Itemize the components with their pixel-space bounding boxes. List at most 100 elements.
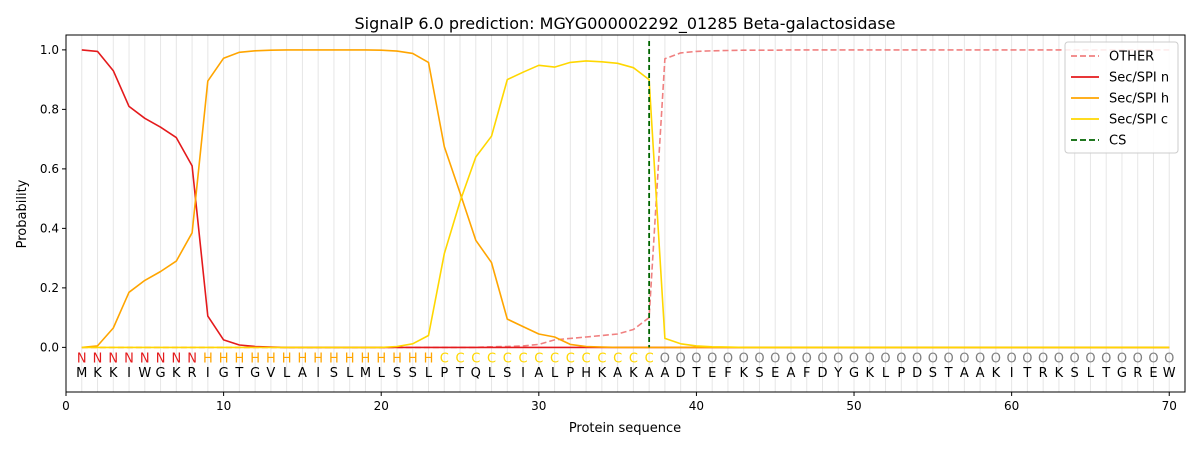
region-label: O [754,351,764,366]
region-label: H [234,351,244,366]
region-label: O [660,351,670,366]
region-label: O [912,351,922,366]
residue-label: Y [833,366,842,381]
residue-label: L [1087,366,1095,381]
residue-label: G [250,366,260,381]
region-label: O [676,351,686,366]
residue-label: E [708,366,716,381]
residue-label: H [581,366,591,381]
region-label: C [534,351,543,366]
region-label: H [282,351,292,366]
legend-label: OTHER [1109,50,1154,65]
residue-label: G [156,366,166,381]
region-label: O [1038,351,1048,366]
x-tick-label: 30 [531,399,546,413]
series-line-sec-spi-h [81,49,1170,349]
x-tick-label: 70 [1162,399,1177,413]
region-label: C [629,351,638,366]
residue-label: I [1010,366,1014,381]
y-tick-label: 0.6 [40,162,59,176]
residue-label: L [425,366,433,381]
series-line-sec-spi-c [81,60,1170,349]
region-label: H [345,351,355,366]
residue-label: Q [471,366,481,381]
region-label: O [723,351,733,366]
region-label: N [124,351,134,366]
residue-label: A [787,366,796,381]
region-label: O [739,351,749,366]
x-axis-label: Protein sequence [569,421,681,436]
residue-label: G [219,366,229,381]
region-label: O [975,351,985,366]
residue-label: G [849,366,859,381]
y-axis-label: Probability [15,179,30,248]
residue-label: M [360,366,371,381]
region-label: O [707,351,717,366]
region-label: C [613,351,622,366]
region-label: O [1085,351,1095,366]
region-label: H [298,351,308,366]
region-label: C [645,351,654,366]
residue-label: P [897,366,905,381]
region-label: H [329,351,339,366]
residue-label: R [1133,366,1142,381]
legend-box [1064,41,1179,154]
region-label: O [691,351,701,366]
legend-label: Sec/SPI n [1109,71,1169,86]
x-tick-label: 40 [689,399,704,413]
residue-label: P [566,366,574,381]
chart-title: SignalP 6.0 prediction: MGYG000002292_01… [354,14,895,34]
region-label: O [1133,351,1143,366]
x-tick-label: 10 [216,399,231,413]
region-label: O [786,351,796,366]
region-label: N [140,351,150,366]
residue-label: S [409,366,417,381]
region-label: N [108,351,118,366]
x-tick-label: 50 [846,399,861,413]
region-label: O [991,351,1001,366]
series-line-other [81,49,1170,349]
legend-label: Sec/SPI h [1109,92,1169,107]
residue-label: E [1149,366,1157,381]
region-label: C [566,351,575,366]
residue-label: T [234,366,243,381]
residue-label: S [755,366,763,381]
residue-label: V [266,366,275,381]
y-axis-ticks: 0.0 0.2 0.4 0.6 0.8 1.0 [40,43,66,354]
residue-label: K [172,366,181,381]
residue-label: T [455,366,464,381]
region-label: C [519,351,528,366]
residue-label: I [521,366,525,381]
residue-label: D [676,366,686,381]
region-label: H [376,351,386,366]
legend: OTHER Sec/SPI n Sec/SPI h Sec/SPI c CS [1064,41,1179,154]
legend-label: CS [1109,134,1126,149]
residue-label: L [882,366,890,381]
residue-label: L [346,366,354,381]
x-axis-ticks: 0 10 20 30 40 50 60 70 [62,392,1177,413]
region-label: O [928,351,938,366]
residue-label: A [976,366,985,381]
residue-label: S [330,366,338,381]
series-lines [81,49,1170,349]
residue-label: I [316,366,320,381]
x-tick-label: 60 [1004,399,1019,413]
region-label: H [361,351,371,366]
region-label: C [582,351,591,366]
region-label: N [171,351,181,366]
legend-label: Sec/SPI c [1109,113,1168,128]
region-label: N [187,351,197,366]
residue-label: K [992,366,1001,381]
region-label: N [77,351,87,366]
y-tick-label: 0.8 [40,102,59,116]
residue-label: K [739,366,748,381]
region-label: O [1164,351,1174,366]
region-label: O [1054,351,1064,366]
region-label: C [597,351,606,366]
region-label: H [424,351,434,366]
residue-label: R [1039,366,1048,381]
region-label: O [817,351,827,366]
residue-label: A [645,366,654,381]
residue-label: A [298,366,307,381]
